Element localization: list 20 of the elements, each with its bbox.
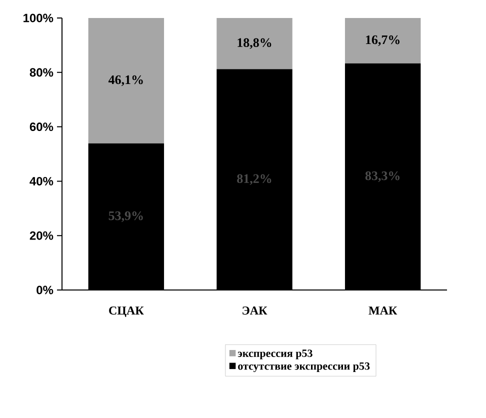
legend-label: отсутствие экспрессии p53 — [238, 362, 370, 372]
x-tick-label: МАК — [368, 306, 398, 314]
y-tick-label: 80% — [30, 68, 54, 77]
bar — [344, 18, 421, 64]
data-label: 53,9% — [108, 211, 143, 222]
legend-label: экспрессия p53 — [238, 350, 312, 360]
data-label: 81,2% — [237, 174, 272, 185]
y-tick-label: 0% — [36, 286, 54, 294]
y-tick-label: 40% — [30, 176, 54, 186]
data-label: 83,3% — [365, 171, 400, 182]
data-label: 18,8% — [238, 38, 272, 49]
bar — [216, 18, 292, 70]
y-tick-label: 20% — [30, 231, 54, 240]
data-label: 16,7% — [366, 35, 400, 46]
data-label: 46,1% — [108, 75, 143, 86]
x-tick-label: СЦАК — [109, 306, 144, 318]
bar — [88, 18, 164, 144]
y-tick-label: 100% — [24, 14, 54, 22]
x-tick-label: ЭАК — [242, 306, 268, 315]
y-tick-label: 60% — [30, 122, 54, 132]
